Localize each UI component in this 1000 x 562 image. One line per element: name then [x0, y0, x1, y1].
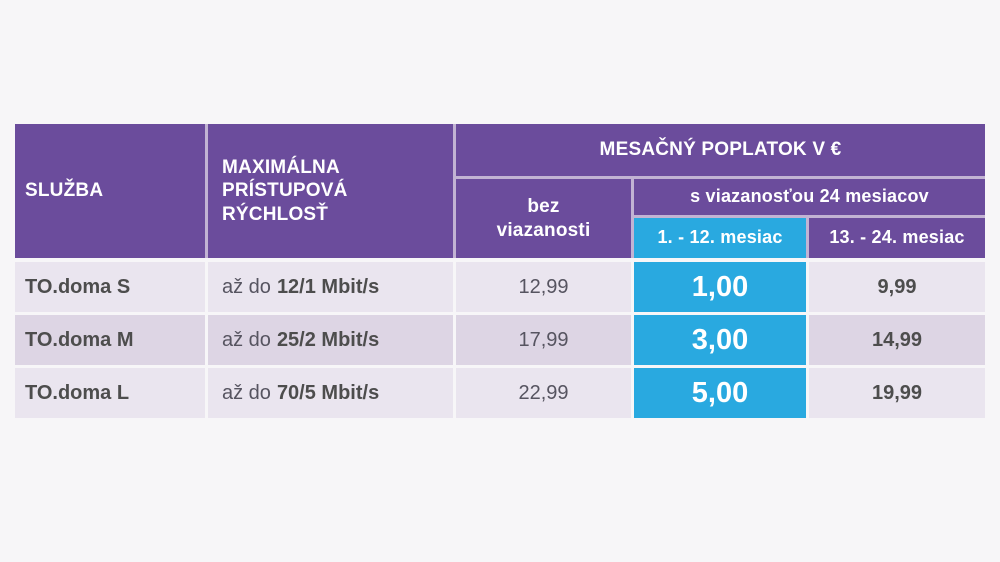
table-body: TO.doma S až do 12/1 Mbit/s 12,99 1,00 9…	[15, 262, 985, 418]
speed-prefix: až do	[222, 328, 271, 351]
speed-value: 12/1 Mbit/s	[276, 275, 380, 298]
table-header: SLUŽBA MAXIMÁLNA PRÍSTUPOVÁ RÝCHLOSŤ MES…	[15, 124, 985, 258]
price-no-commitment-text: 17,99	[518, 328, 569, 351]
max-speed-value: až do 70/5 Mbit/s	[208, 368, 453, 418]
commitment-24-months-label: s viazanosťou 24 mesiacov	[690, 186, 929, 207]
max-speed-column-header: MAXIMÁLNA PRÍSTUPOVÁ RÝCHLOSŤ	[208, 124, 453, 258]
price-months-13-24: 9,99	[809, 262, 985, 312]
service-name: TO.doma S	[15, 262, 205, 312]
months-1-12-header: 1. - 12. mesiac	[634, 218, 806, 258]
service-column-header: SLUŽBA	[15, 124, 205, 258]
service-name-text: TO.doma M	[25, 328, 134, 351]
max-speed-value: až do 25/2 Mbit/s	[208, 315, 453, 365]
no-commitment-header: bez viazanosti	[456, 179, 631, 258]
price-no-commitment: 22,99	[456, 368, 631, 418]
price-months-1-12: 3,00	[634, 315, 806, 365]
price-months-1-12: 1,00	[634, 262, 806, 312]
monthly-fee-header: MESAČNÝ POPLATOK V €	[456, 124, 985, 176]
months-13-24-header: 13. - 24. mesiac	[809, 218, 985, 258]
months-13-24-label: 13. - 24. mesiac	[829, 227, 965, 248]
price-months-13-24-text: 19,99	[871, 381, 923, 404]
price-months-13-24-text: 9,99	[877, 275, 917, 298]
no-commitment-label: bez viazanosti	[496, 196, 591, 241]
price-months-13-24: 14,99	[809, 315, 985, 365]
price-no-commitment-text: 22,99	[518, 381, 569, 404]
price-months-13-24: 19,99	[809, 368, 985, 418]
price-no-commitment: 12,99	[456, 262, 631, 312]
speed-prefix: až do	[222, 381, 271, 404]
months-1-12-label: 1. - 12. mesiac	[657, 227, 783, 248]
price-no-commitment-text: 12,99	[518, 275, 569, 298]
speed-prefix: až do	[222, 275, 271, 298]
price-months-1-12: 5,00	[634, 368, 806, 418]
monthly-fee-label: MESAČNÝ POPLATOK V €	[599, 139, 842, 161]
price-months-1-12-text: 1,00	[691, 270, 749, 303]
max-speed-column-label: MAXIMÁLNA PRÍSTUPOVÁ RÝCHLOSŤ	[222, 157, 348, 225]
service-name-text: TO.doma L	[25, 381, 130, 404]
price-months-13-24-text: 14,99	[871, 328, 923, 351]
price-months-1-12-text: 3,00	[691, 323, 749, 356]
max-speed-value: až do 12/1 Mbit/s	[208, 262, 453, 312]
speed-value: 25/2 Mbit/s	[276, 328, 380, 351]
service-column-label: SLUŽBA	[25, 180, 104, 202]
price-no-commitment: 17,99	[456, 315, 631, 365]
pricing-table: SLUŽBA MAXIMÁLNA PRÍSTUPOVÁ RÝCHLOSŤ MES…	[15, 124, 985, 418]
speed-value: 70/5 Mbit/s	[276, 381, 380, 404]
service-name-text: TO.doma S	[25, 275, 131, 298]
commitment-24-months-header: s viazanosťou 24 mesiacov	[634, 179, 985, 215]
service-name: TO.doma M	[15, 315, 205, 365]
service-name: TO.doma L	[15, 368, 205, 418]
price-months-1-12-text: 5,00	[691, 376, 749, 409]
